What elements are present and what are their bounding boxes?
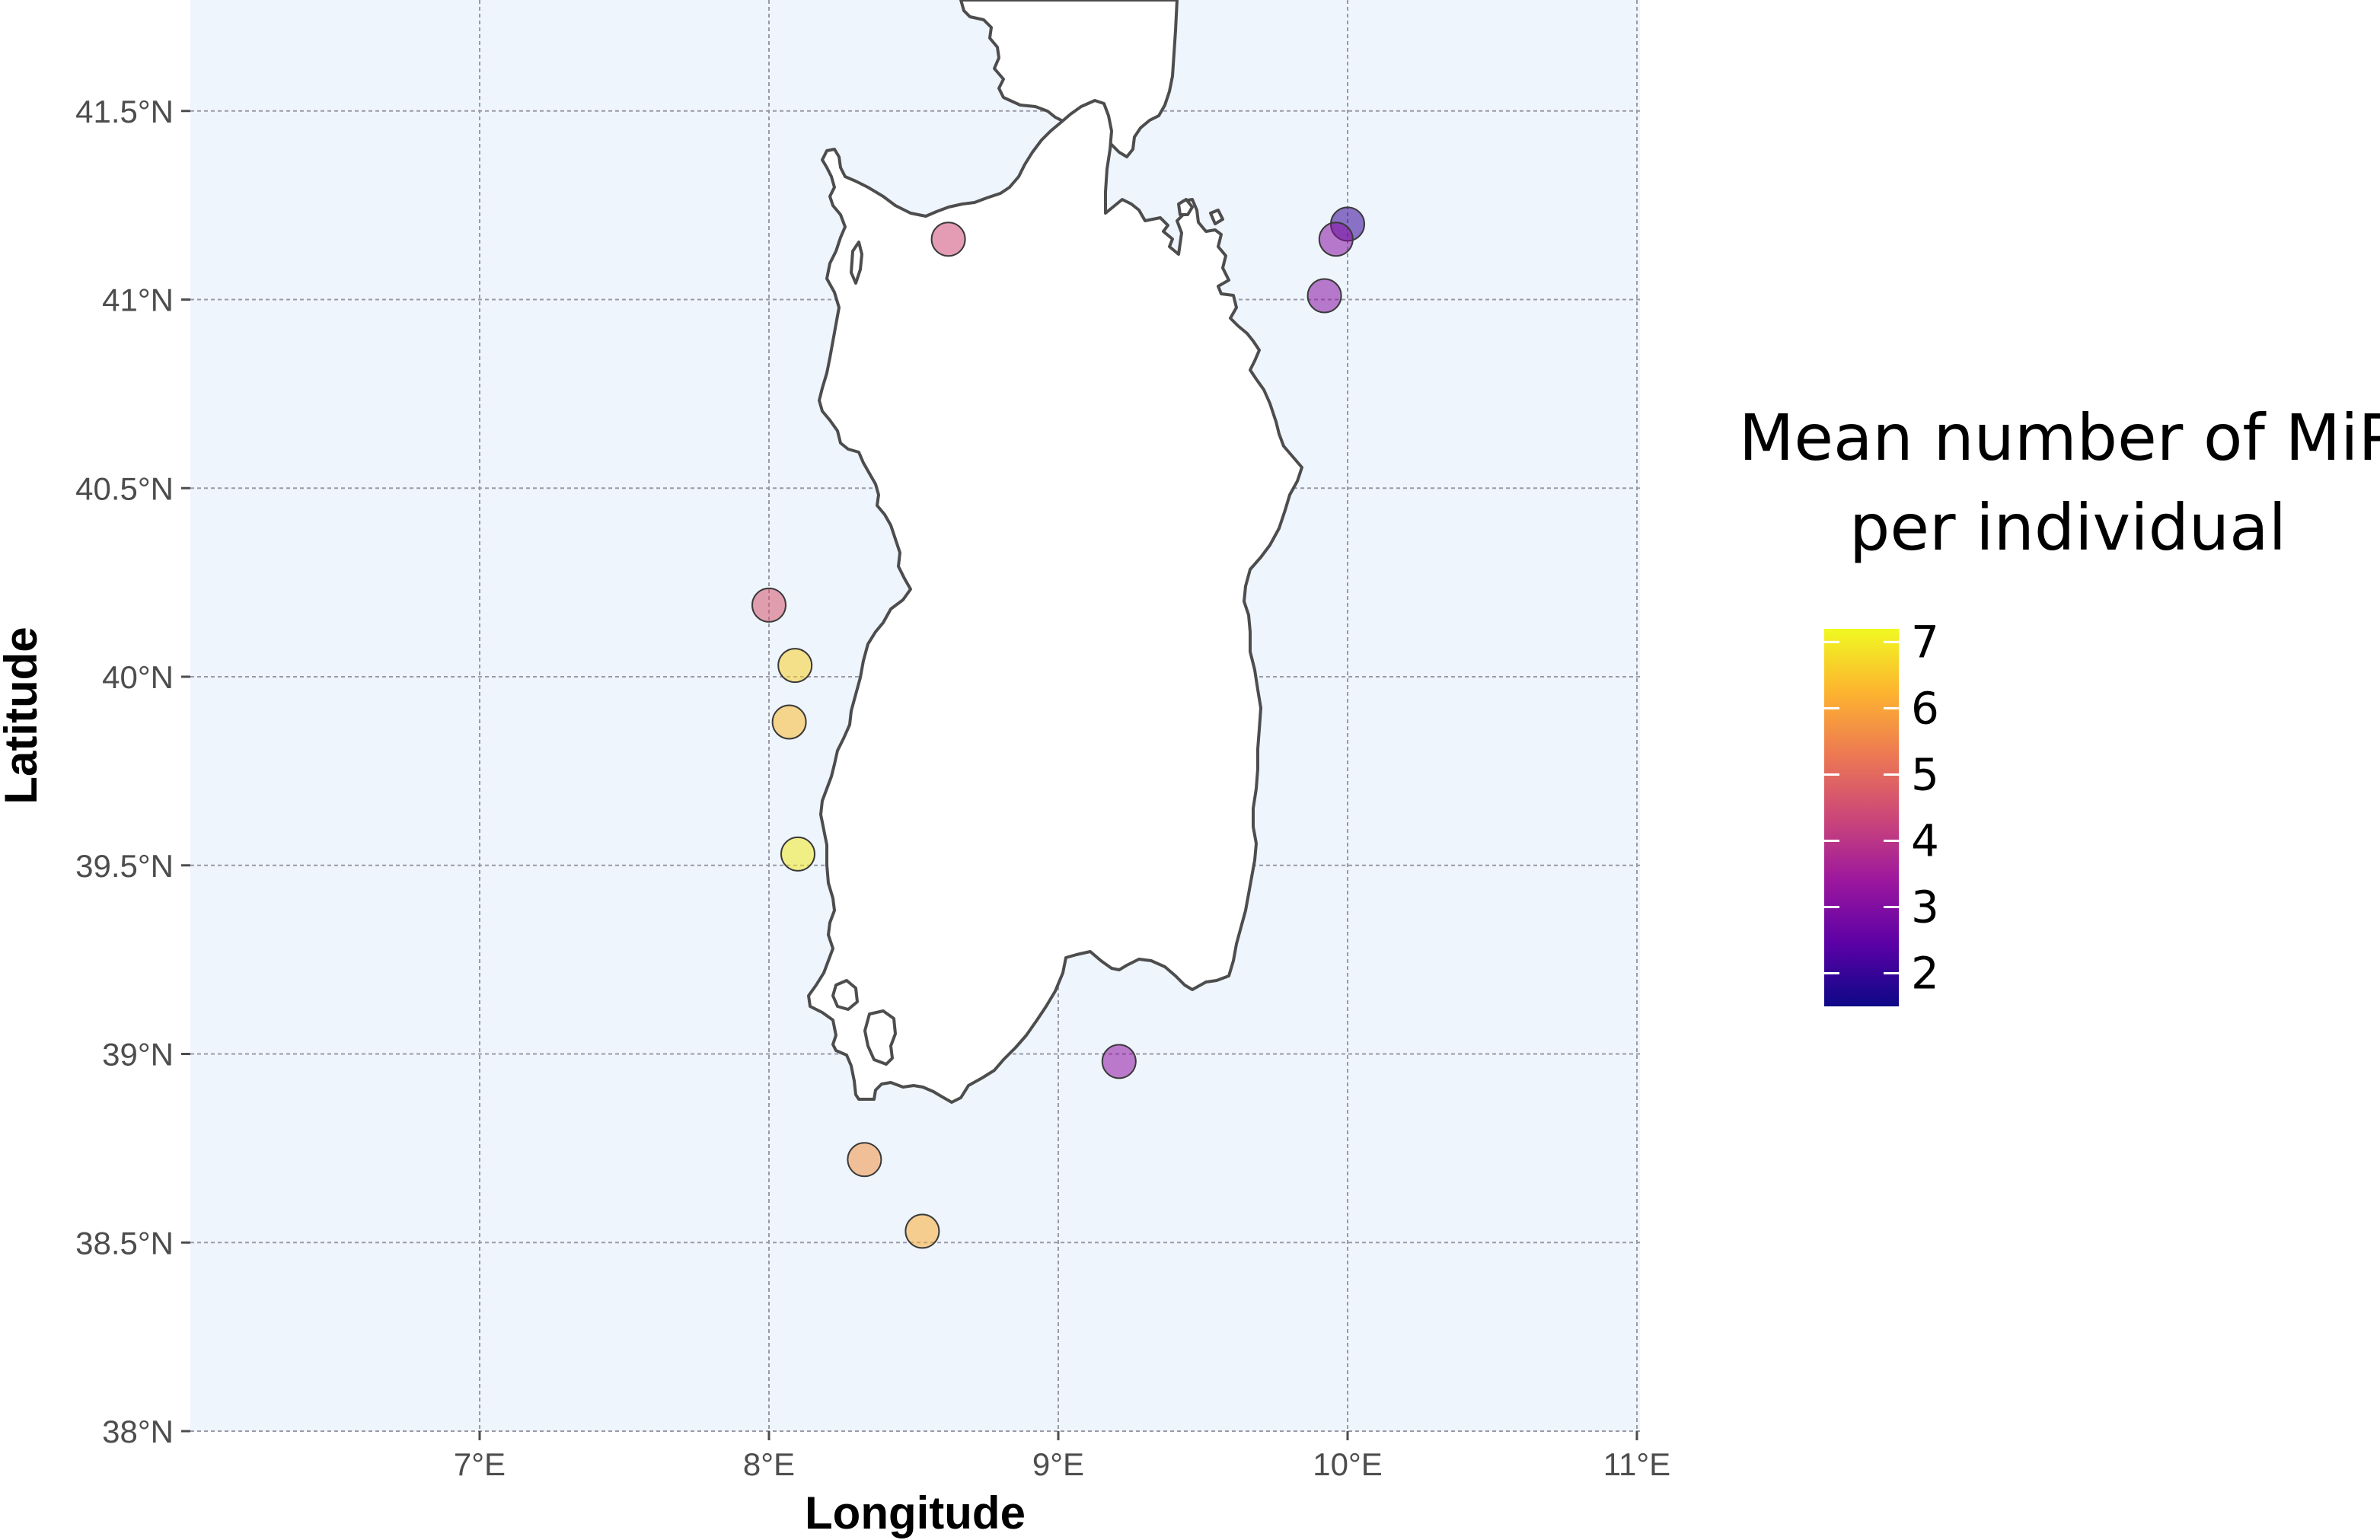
y-tick-label: 39.5°N	[75, 848, 174, 884]
legend-title-line-1: Mean number of MiP	[1739, 400, 2380, 475]
x-axis-ticks: 7°E 8°E 9°E 10°E 11°E	[454, 1431, 1670, 1482]
y-axis-ticks: 38°N 38.5°N 39°N 39.5°N 40°N 40.5°N 41°N 41.5°N	[75, 94, 190, 1449]
sampling-point	[930, 222, 966, 257]
x-tick-label: 7°E	[454, 1446, 506, 1482]
sampling-point	[847, 1142, 882, 1178]
y-tick-label: 38.5°N	[75, 1225, 174, 1261]
x-tick-label: 10°E	[1313, 1446, 1383, 1482]
y-tick-label: 41.5°N	[75, 94, 174, 129]
y-tick-label: 39°N	[102, 1037, 174, 1073]
sant-antioco-island	[863, 1009, 897, 1066]
sampling-point	[1306, 278, 1342, 314]
y-tick-label: 40.5°N	[75, 470, 174, 506]
legend-title-line-2: per individual	[1849, 490, 2286, 565]
sampling-point	[780, 836, 815, 872]
x-axis-title: Longitude	[805, 1487, 1026, 1538]
legend-tick-label: 4	[1911, 815, 1939, 866]
legend-ticks: 2 3 4 5 6 7	[1824, 616, 1939, 999]
y-tick-label: 40°N	[102, 659, 174, 695]
legend-tick-label: 7	[1911, 616, 1939, 668]
legend-tick-label: 2	[1911, 947, 1939, 999]
legend-tick-label: 6	[1911, 682, 1939, 734]
y-axis-title: Latitude	[0, 627, 46, 804]
x-tick-label: 8°E	[743, 1446, 795, 1482]
sampling-point	[777, 648, 813, 684]
x-tick-label: 9°E	[1032, 1446, 1084, 1482]
sardinia-coastline	[807, 99, 1303, 1104]
x-tick-label: 11°E	[1603, 1446, 1670, 1482]
sampling-point	[771, 704, 807, 740]
y-tick-label: 41°N	[102, 282, 174, 318]
asinara-island	[850, 241, 863, 285]
sampling-point	[751, 587, 786, 623]
legend-tick-label: 5	[1911, 748, 1939, 800]
legend-tick-label: 3	[1911, 881, 1939, 933]
legend-colorbar	[1824, 629, 1899, 1006]
y-tick-label: 38°N	[102, 1414, 174, 1449]
sampling-point	[1318, 222, 1354, 257]
sampling-point	[1101, 1044, 1137, 1079]
sampling-point	[904, 1213, 940, 1249]
maddalena-islands	[1177, 198, 1224, 225]
san-pietro-island	[831, 979, 859, 1011]
sampling-points-layer	[751, 206, 1365, 1249]
